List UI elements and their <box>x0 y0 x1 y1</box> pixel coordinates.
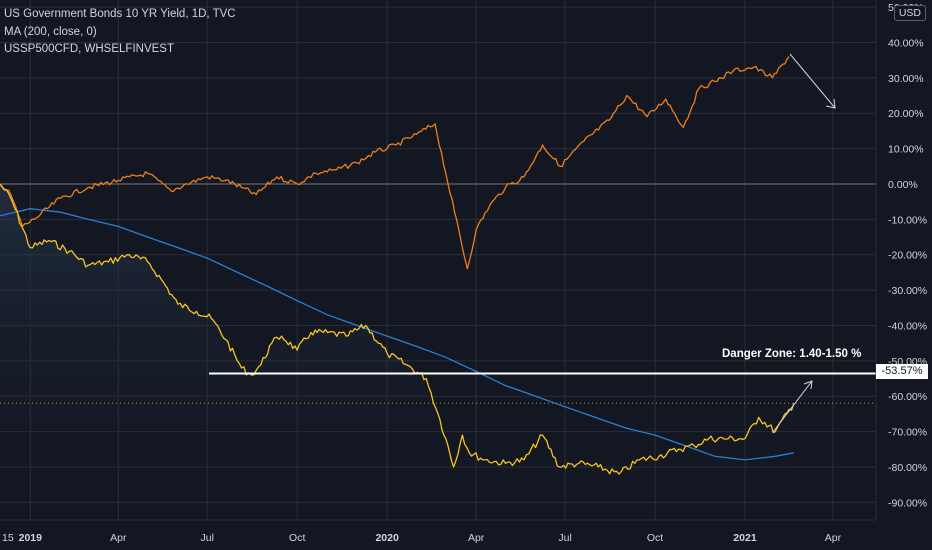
y-tick-label: -40.00% <box>888 320 927 332</box>
x-tick-label: 2020 <box>375 532 399 544</box>
y-tick-label: 20.00% <box>888 108 924 120</box>
y-tick-label: 40.00% <box>888 37 924 49</box>
y-tick-label: -60.00% <box>888 391 927 403</box>
y-tick-label: -90.00% <box>888 497 927 509</box>
yield-area-fill <box>0 183 794 520</box>
trend-down-arrow <box>789 53 836 109</box>
x-tick-label: Jul <box>558 532 571 544</box>
y-tick-label: 30.00% <box>888 73 924 85</box>
x-tick-label: 2021 <box>733 532 757 544</box>
x-tick-label: 15 <box>2 532 14 544</box>
y-tick-label: 10.00% <box>888 144 924 156</box>
y-tick-label: -10.00% <box>888 214 927 226</box>
x-tick-label: Oct <box>289 532 305 544</box>
price-axis[interactable]: 50.00%40.00%30.00%20.00%10.00%0.00%-10.0… <box>888 2 927 509</box>
x-tick-label: Jul <box>201 532 214 544</box>
y-tick-label: -80.00% <box>888 462 927 474</box>
legend-compare-symbol[interactable]: USSP500CFD, WHSELFINVEST <box>4 43 174 55</box>
moving-average-line <box>0 208 795 461</box>
danger-zone-label[interactable]: Danger Zone: 1.40-1.50 % <box>722 348 862 360</box>
legend-ma-indicator[interactable]: MA (200, close, 0) <box>4 25 97 38</box>
time-axis[interactable]: 15 2019 Apr Jul Oct 2020 Apr Jul Oct 2021 Apr <box>2 532 842 544</box>
y-tick-label: -70.00% <box>888 427 927 439</box>
x-tick-label: Apr <box>825 532 842 544</box>
chart-legend: US Government Bonds 10 YR Yield, 1D, TVC… <box>4 6 236 59</box>
legend-main-symbol[interactable]: US Government Bonds 10 YR Yield, 1D, TVC <box>4 8 236 20</box>
y-tick-label: -30.00% <box>888 285 927 297</box>
y-tick-label: -20.00% <box>888 250 927 262</box>
y-tick-label: 0.00% <box>888 179 918 191</box>
danger-level-price-tag: -53.57% <box>876 364 928 379</box>
x-tick-label: 2019 <box>19 532 43 544</box>
sp500-line <box>0 56 790 270</box>
x-tick-label: Apr <box>110 532 127 544</box>
bond-yield-line <box>0 183 795 475</box>
x-tick-label: Apr <box>468 532 485 544</box>
trend-up-arrow <box>772 380 813 433</box>
x-tick-label: Oct <box>647 532 663 544</box>
currency-button[interactable]: USD <box>893 5 926 21</box>
